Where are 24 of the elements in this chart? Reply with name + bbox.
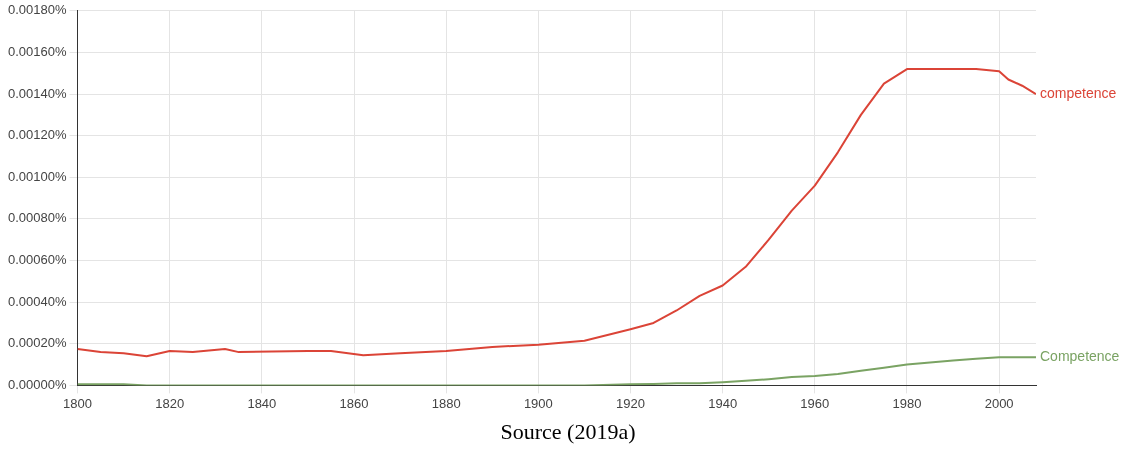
x-tick-label: 1920 xyxy=(616,395,645,411)
x-tick-label: 1980 xyxy=(892,395,922,411)
x-tick-label: 1860 xyxy=(339,395,369,411)
x-tick-label: 1900 xyxy=(523,395,553,411)
y-tick-label: 0.00080% xyxy=(7,210,67,226)
y-tick-label: 0.00000% xyxy=(7,376,67,392)
x-tick-label: 1820 xyxy=(155,395,185,411)
source-note: Source (2019a) xyxy=(499,419,637,445)
y-tick-label: 0.00140% xyxy=(7,85,67,101)
x-tick-label: 1960 xyxy=(800,395,830,411)
y-tick-label: 0.00120% xyxy=(7,127,67,143)
y-tick-label: 0.00180% xyxy=(7,2,67,18)
y-tick-label: 0.00020% xyxy=(7,335,67,351)
x-tick-label: 1940 xyxy=(708,395,738,411)
y-tick-label: 0.00040% xyxy=(7,293,67,309)
x-tick-label: 1880 xyxy=(431,395,461,411)
y-tick-label: 0.00060% xyxy=(7,252,67,268)
y-tick-label: 0.00100% xyxy=(7,168,67,184)
series-label: competence xyxy=(1040,84,1117,101)
x-tick-label: 2000 xyxy=(984,395,1014,411)
y-tick-label: 0.00160% xyxy=(7,44,67,59)
series-label: Competence xyxy=(1040,348,1120,365)
x-tick-label: 1800 xyxy=(63,395,93,411)
x-tick-label: 1840 xyxy=(247,395,277,411)
